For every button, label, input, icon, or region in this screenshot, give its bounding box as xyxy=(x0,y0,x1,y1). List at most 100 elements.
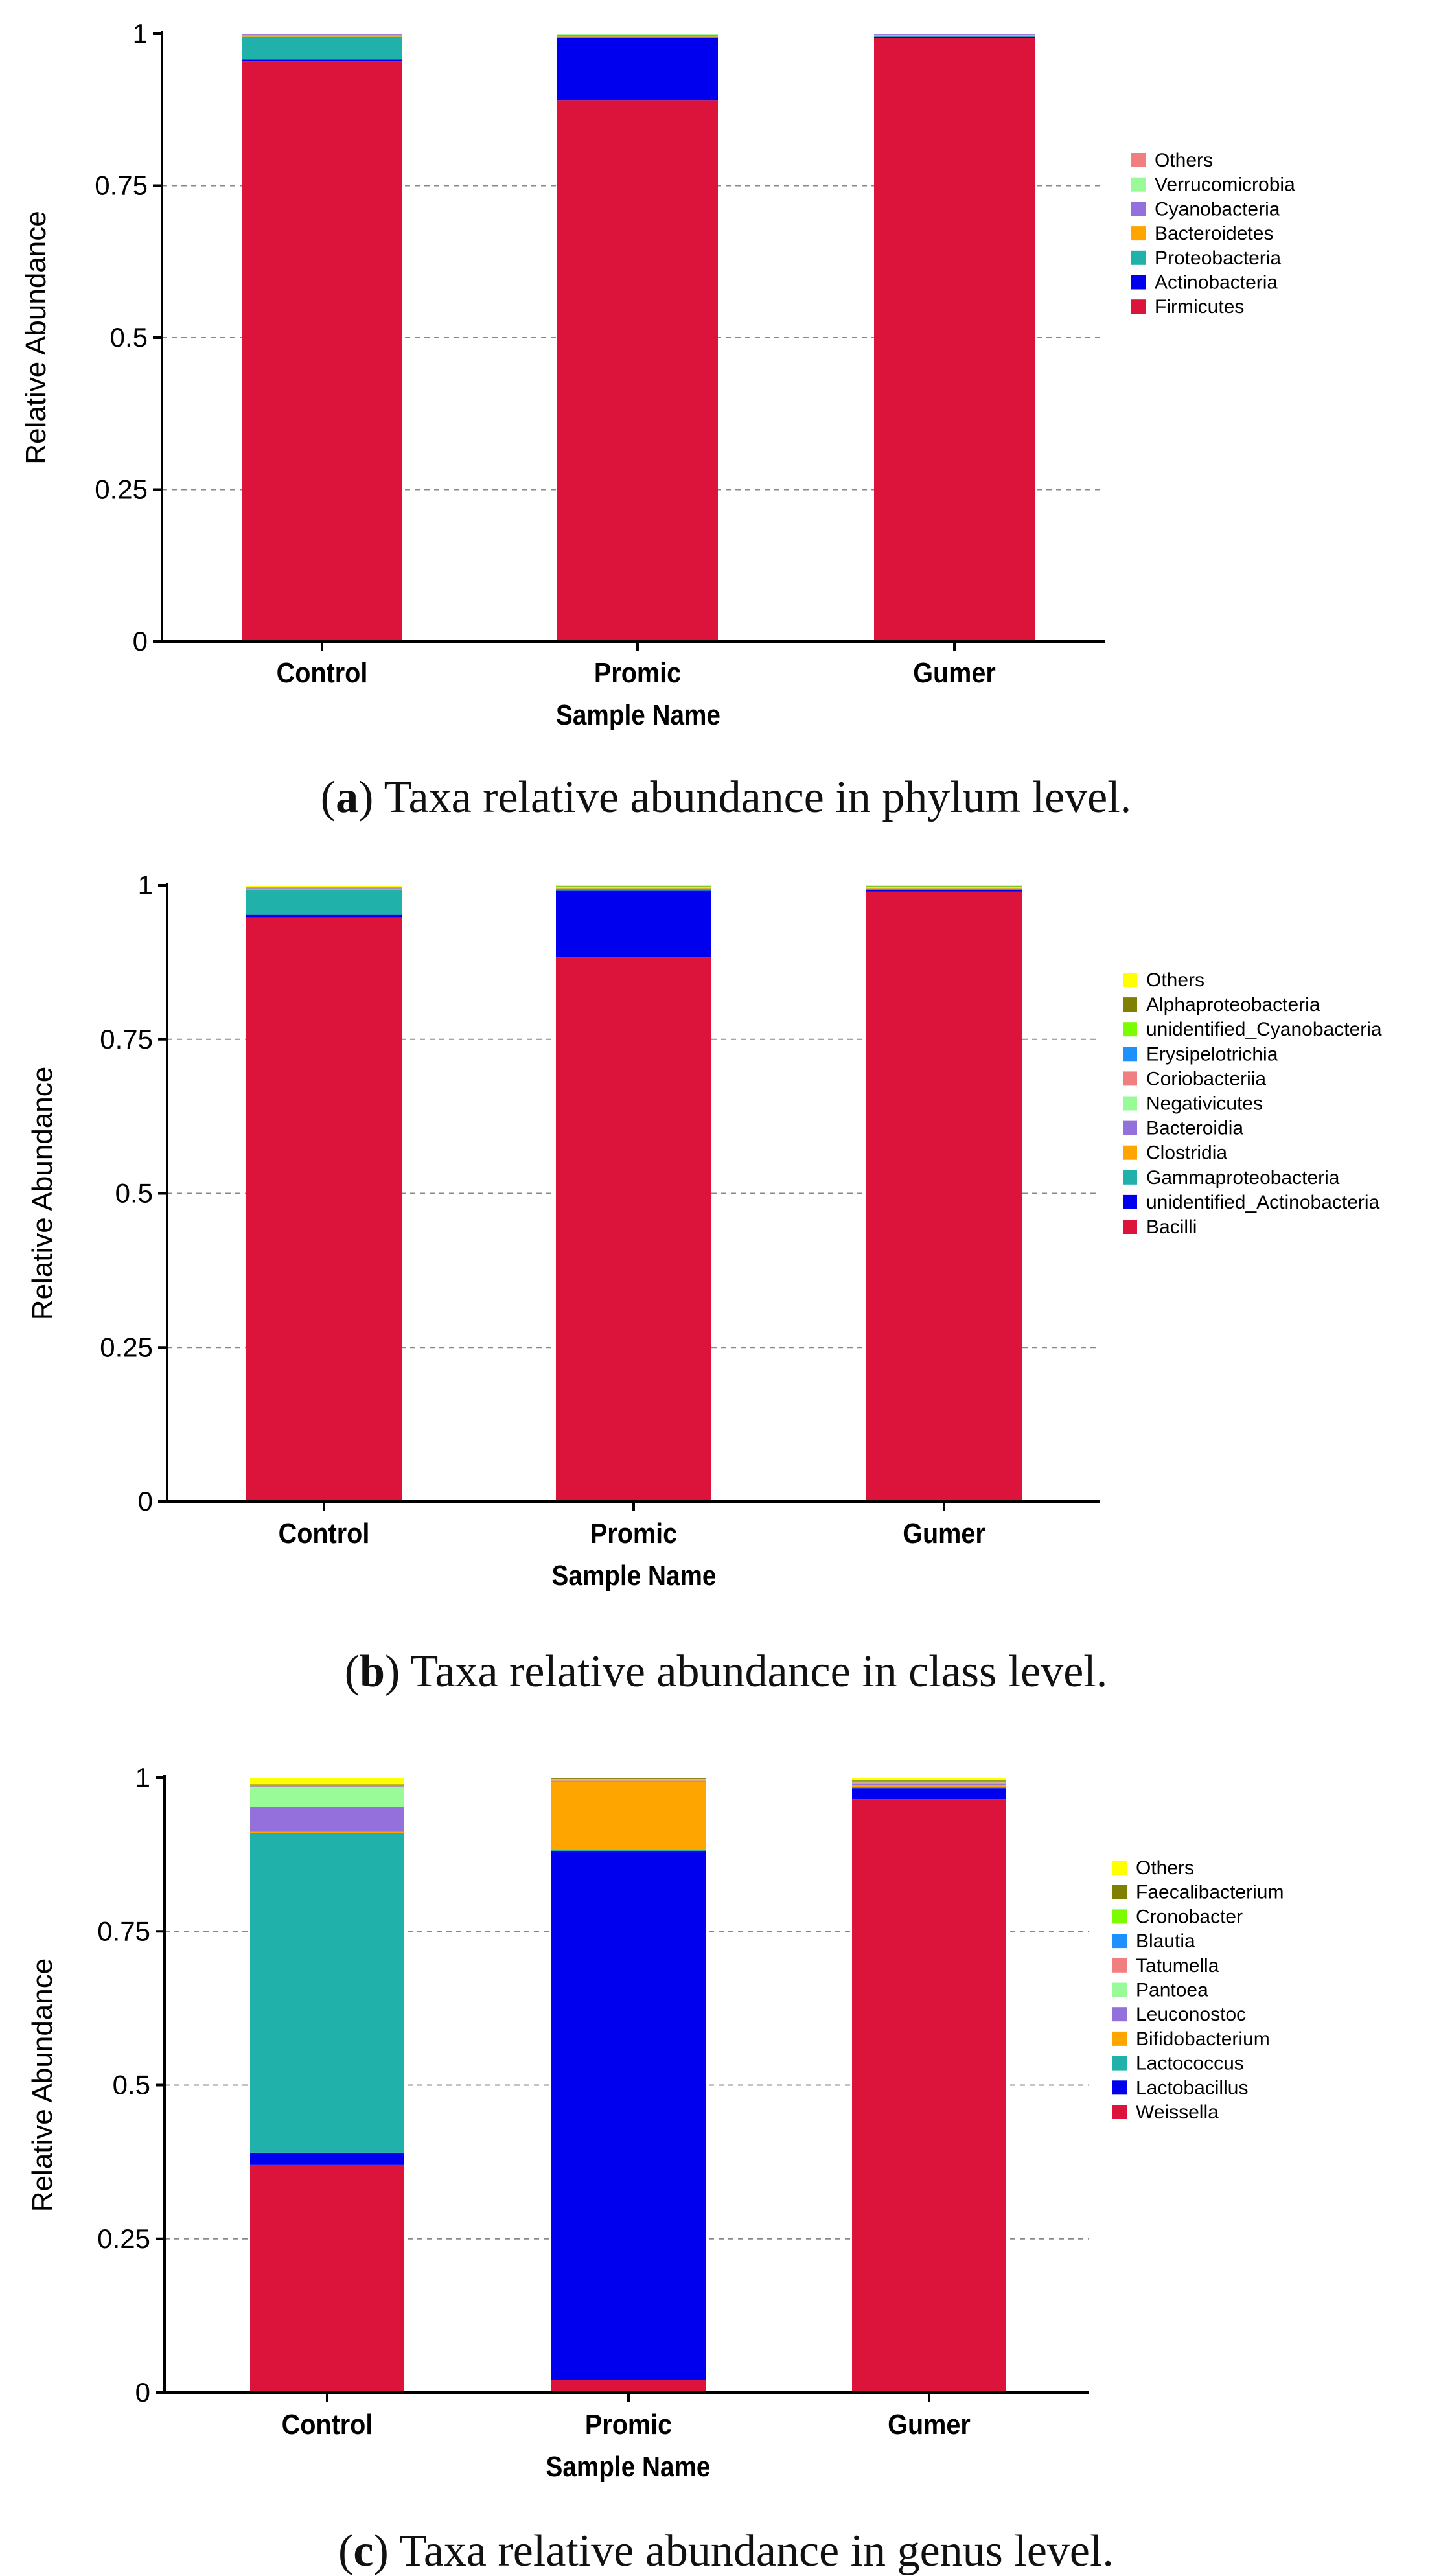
bar-segment-control-erysipelotrichia xyxy=(246,887,402,888)
bar-segment-promic-bifidobacterium xyxy=(551,1781,706,1850)
bar-segment-promic-leuconostoc xyxy=(551,1781,706,1782)
y-tick-label: 1 xyxy=(138,870,153,900)
x-tick-label-control: Control xyxy=(277,656,368,688)
legend-swatch-negativicutes xyxy=(1123,1096,1137,1111)
legend-label-others: Others xyxy=(1146,969,1204,991)
bar-segment-gumer-faecalibacterium xyxy=(852,1780,1006,1781)
legend-label-actinobacteria: Actinobacteria xyxy=(1155,272,1278,294)
y-tick-label: 0.25 xyxy=(95,474,148,505)
bar-segment-gumer-lactococcus xyxy=(852,1787,1006,1789)
legend-swatch-bifidobacterium xyxy=(1112,2031,1127,2046)
y-tick-label: 0.5 xyxy=(115,1178,153,1209)
bar-segment-gumer-proteobacteria xyxy=(874,35,1035,37)
bar-segment-gumer-weissella xyxy=(852,1799,1006,2393)
bar-segment-gumer-unidentified-cyanobacteria xyxy=(866,886,1022,887)
bar-segment-control-blautia xyxy=(250,1785,404,1787)
y-tick-label: 0.75 xyxy=(100,1024,153,1054)
bar-segment-control-lactobacillus xyxy=(250,2152,404,2165)
legend-swatch-bacilli xyxy=(1123,1220,1137,1234)
y-tick-label: 0 xyxy=(138,1486,153,1516)
bar-segment-promic-weissella xyxy=(551,2380,706,2393)
legend-label-cyanobacteria: Cyanobacteria xyxy=(1155,198,1280,220)
legend-label-weissella: Weissella xyxy=(1136,2102,1219,2123)
legend-label-lactococcus: Lactococcus xyxy=(1136,2053,1244,2074)
legend-label-proteobacteria: Proteobacteria xyxy=(1155,248,1281,269)
legend-label-unidentified-cyanobacteria: unidentified_Cyanobacteria xyxy=(1146,1019,1382,1040)
bar-segment-control-proteobacteria xyxy=(242,36,402,60)
legend-label-others: Others xyxy=(1136,1857,1194,1879)
legend-label-tatumella: Tatumella xyxy=(1136,1955,1219,1977)
bar-segment-promic-faecalibacterium xyxy=(551,1778,706,1779)
bar-segment-gumer-unidentified-actinobacteria xyxy=(866,890,1022,892)
bar-segment-promic-actinobacteria xyxy=(557,38,718,101)
bar-segment-gumer-bacteroidetes xyxy=(874,34,1035,36)
x-tick-label-gumer: Gumer xyxy=(903,1517,985,1549)
bar-segment-gumer-lactobacillus xyxy=(852,1788,1006,1800)
bar-segment-gumer-pantoea xyxy=(852,1782,1006,1784)
bar-segment-control-bacteroidia xyxy=(246,888,402,889)
bar-segment-promic-others xyxy=(556,885,711,886)
x-tick-label-promic: Promic xyxy=(590,1517,677,1549)
legend-label-bifidobacterium: Bifidobacterium xyxy=(1136,2028,1270,2050)
legend-label-coriobacteriia: Coriobacteriia xyxy=(1146,1068,1266,1089)
bar-segment-gumer-bifidobacterium xyxy=(852,1785,1006,1787)
bar-segment-promic-cronobacter xyxy=(551,1778,706,1780)
caption-c: (c) Taxa relative abundance in genus lev… xyxy=(338,2526,1114,2576)
legend-swatch-unidentified-actinobacteria xyxy=(1123,1194,1137,1209)
bar-segment-gumer-others xyxy=(866,885,1022,886)
y-tick-label: 0 xyxy=(135,2377,150,2408)
legend-label-alphaproteobacteria: Alphaproteobacteria xyxy=(1146,994,1320,1015)
bar-segment-control-gammaproteobacteria xyxy=(246,890,402,915)
bar-segment-control-leuconostoc xyxy=(250,1807,404,1832)
y-tick-label: 0.5 xyxy=(113,2070,150,2100)
x-tick-label-promic: Promic xyxy=(594,656,681,688)
x-tick-label-control: Control xyxy=(279,1517,370,1549)
legend-swatch-tatumella xyxy=(1112,1958,1127,1973)
bar-segment-gumer-blautia xyxy=(852,1781,1006,1782)
bar-segment-promic-cyanobacteria xyxy=(557,34,718,36)
legend-swatch-lactococcus xyxy=(1112,2056,1127,2071)
chart-c: 0 0.25 0.5 0.75 1 Control Promic Gumer Sample Na… xyxy=(27,1762,1284,2483)
bar-segment-control-faecalibacterium xyxy=(250,1784,404,1785)
bar-segment-gumer-others xyxy=(852,1778,1006,1780)
bar-segment-control-actinobacteria xyxy=(242,59,402,62)
legend-label-firmicutes: Firmicutes xyxy=(1155,296,1244,318)
legend-swatch-faecalibacterium xyxy=(1112,1885,1127,1899)
bar-segment-promic-bacilli xyxy=(556,957,711,1502)
bar-segment-gumer-actinobacteria xyxy=(874,36,1035,38)
legend-label-clostridia: Clostridia xyxy=(1146,1143,1227,1164)
x-tick-label-gumer: Gumer xyxy=(888,2408,971,2440)
x-axis-title: Sample Name xyxy=(552,1559,717,1592)
legend-label-leuconostoc: Leuconostoc xyxy=(1136,2004,1246,2025)
legend-label-blautia: Blautia xyxy=(1136,1931,1195,1952)
bar-segment-control-pantoea xyxy=(250,1787,404,1807)
legend-swatch-gammaproteobacteria xyxy=(1123,1170,1137,1185)
bar-segment-promic-gammaproteobacteria xyxy=(556,888,711,891)
bar-segment-control-weissella xyxy=(250,2164,404,2393)
legend-swatch-actinobacteria xyxy=(1131,275,1146,290)
legend-swatch-unidentified-cyanobacteria xyxy=(1123,1022,1137,1037)
bar-segment-gumer-firmicutes xyxy=(874,38,1035,642)
legend-swatch-lactobacillus xyxy=(1112,2080,1127,2095)
legend-label-bacilli: Bacilli xyxy=(1146,1216,1197,1238)
bar-segment-gumer-gammaproteobacteria xyxy=(866,888,1022,890)
legend-label-faecalibacterium: Faecalibacterium xyxy=(1136,1882,1284,1903)
x-tick-label-promic: Promic xyxy=(585,2408,672,2440)
y-tick-label: 1 xyxy=(135,1762,150,1793)
caption-a: (a) Taxa relative abundance in phylum le… xyxy=(320,772,1132,822)
chart-a: 0 0.25 0.5 0.75 1 Control Promic Gumer Sample Na… xyxy=(20,18,1295,731)
bar-segment-promic-unidentified-cyanobacteria xyxy=(556,886,711,887)
bar-segment-control-others xyxy=(250,1778,404,1785)
y-axis-title: Relative Abundance xyxy=(27,1067,58,1320)
legend-swatch-bacteroidetes xyxy=(1131,226,1146,241)
legend-swatch-others xyxy=(1112,1861,1127,1875)
legend-swatch-cronobacter xyxy=(1112,1909,1127,1924)
bar-segment-control-others xyxy=(246,885,402,887)
legend-label-negativicutes: Negativicutes xyxy=(1146,1093,1263,1115)
bar-segment-control-bifidobacterium xyxy=(250,1831,404,1833)
legend-label-lactobacillus: Lactobacillus xyxy=(1136,2077,1248,2098)
bar-segment-promic-negativicutes xyxy=(556,887,711,888)
legend-swatch-verrucomicrobia xyxy=(1131,177,1146,192)
legend-swatch-pantoea xyxy=(1112,1982,1127,1997)
y-axis-title: Relative Abundance xyxy=(20,211,52,464)
